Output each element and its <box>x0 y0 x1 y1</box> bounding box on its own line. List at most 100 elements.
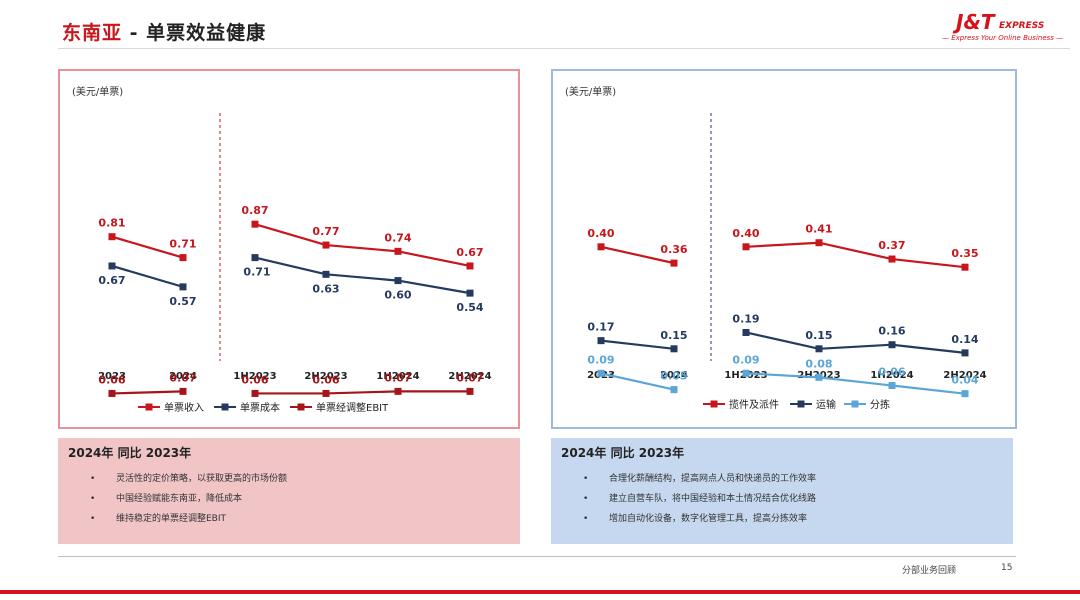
x-tick-label: 2023 <box>98 371 126 382</box>
right-summary-heading: 2024年 同比 2023年 <box>561 446 685 460</box>
data-label: 0.08 <box>805 357 832 370</box>
left-summary-box: 2024年 同比 2023年 灵活性的定价策略，以获取更高的市场份额 中国经验赋… <box>58 438 520 544</box>
legend-label: 运输 <box>816 398 836 411</box>
unit-economics-chart: 2023 2024 1H2023 2H2023 1H2024 2H2024 0.81 0.71… <box>98 113 492 414</box>
list-item: 灵活性的定价策略，以获取更高的市场份额 <box>68 469 510 489</box>
data-label: 0.07 <box>384 371 411 384</box>
chart-unit-label: (美元/单票) <box>565 87 617 98</box>
data-label: 0.07 <box>169 371 196 384</box>
data-label: 0.71 <box>243 266 270 279</box>
data-point <box>179 254 187 262</box>
data-label: 0.71 <box>169 238 196 251</box>
cost-breakdown-chart-panel: (美元/单票) 202320241H20232H20231H20242H2024… <box>551 69 1017 429</box>
data-label: 0.09 <box>732 353 759 366</box>
data-label: 0.63 <box>312 282 339 295</box>
logo-tagline: — Express Your Online Business — <box>942 34 1064 42</box>
legend-label: 揽件及派件 <box>729 398 779 411</box>
data-point <box>597 337 605 345</box>
data-label: 0.57 <box>169 295 196 308</box>
footer-divider <box>58 556 1016 557</box>
data-label: 0.40 <box>732 227 759 240</box>
data-label: 0.87 <box>241 204 268 217</box>
data-point <box>322 241 330 249</box>
data-point <box>961 349 969 357</box>
data-label: 0.06 <box>98 373 125 386</box>
data-point <box>322 270 330 278</box>
series-line <box>255 390 470 395</box>
data-label: 0.54 <box>456 301 483 314</box>
legend-marker <box>145 403 153 411</box>
data-label: 0.04 <box>951 374 978 387</box>
data-point <box>961 390 969 398</box>
jt-express-logo: J&T EXPRESS — Express Your Online Busine… <box>930 10 1064 46</box>
data-label: 0.37 <box>878 239 905 252</box>
data-label: 0.41 <box>805 223 832 236</box>
data-point <box>108 262 116 270</box>
list-item: 合理化薪酬结构，提高网点人员和快递员的工作效率 <box>561 469 1003 489</box>
x-tick-label: 1H2024 <box>870 370 913 381</box>
data-point <box>394 387 402 395</box>
data-point <box>670 386 678 394</box>
chart-unit-label: (美元/单票) <box>72 87 124 98</box>
series-line <box>111 390 184 395</box>
data-label: 0.67 <box>98 274 125 287</box>
left-summary-heading: 2024年 同比 2023年 <box>68 446 192 460</box>
legend-marker <box>851 400 859 408</box>
data-label: 0.05 <box>660 370 687 383</box>
x-tick-label: 2H2024 <box>943 370 986 381</box>
data-point <box>670 345 678 353</box>
data-label: 0.77 <box>312 225 339 238</box>
data-point <box>888 382 896 390</box>
series-line <box>745 241 966 269</box>
data-point <box>251 254 259 262</box>
series-line <box>254 223 471 268</box>
series-line <box>745 372 966 395</box>
series-line <box>111 235 184 259</box>
data-point <box>108 233 116 241</box>
data-label: 0.15 <box>660 329 687 342</box>
data-point <box>815 239 823 247</box>
list-item: 中国经验赋能东南亚，降低成本 <box>68 489 510 509</box>
x-tick-label: 1H2024 <box>376 371 419 382</box>
legend-marker <box>797 400 805 408</box>
x-tick-label: 2024 <box>169 371 197 382</box>
data-point <box>888 341 896 349</box>
data-point <box>742 369 750 377</box>
unit-economics-chart-panel: (美元/单票) 2023 2024 1H2023 2H2023 1H2024 2H2024… <box>58 69 520 429</box>
page-title: 东南亚 - 单票效益健康 <box>62 18 266 45</box>
data-point <box>179 387 187 395</box>
data-label: 0.07 <box>456 371 483 384</box>
series-line <box>111 264 184 288</box>
legend-label: 分拣 <box>870 398 890 411</box>
legend-label: 单票经调整EBIT <box>316 401 389 414</box>
data-point <box>888 255 896 263</box>
footer-section-label: 分部业务回顾 <box>901 566 956 576</box>
data-point <box>670 259 678 267</box>
page-title-region: 东南亚 <box>62 22 123 44</box>
data-label: 0.74 <box>384 231 411 244</box>
data-point <box>742 243 750 251</box>
data-point <box>597 369 605 377</box>
bottom-accent-bar <box>0 590 1080 594</box>
data-point <box>251 220 259 228</box>
data-label: 0.60 <box>384 289 411 302</box>
legend-marker <box>297 403 305 411</box>
x-tick-label: 1H2023 <box>233 371 276 382</box>
right-summary-box: 2024年 同比 2023年 合理化薪酬结构，提高网点人员和快递员的工作效率 建… <box>551 438 1013 544</box>
x-tick-label: 2H2024 <box>448 371 491 382</box>
data-label: 0.06 <box>241 373 268 386</box>
series-line <box>745 331 966 354</box>
logo-mark: J&T <box>956 10 995 34</box>
legend-label: 单票收入 <box>164 401 204 414</box>
data-point <box>961 263 969 271</box>
data-point <box>394 247 402 255</box>
data-label: 0.19 <box>732 312 759 325</box>
left-summary-list: 灵活性的定价策略，以获取更高的市场份额 中国经验赋能东南亚，降低成本 维持稳定的… <box>68 469 510 529</box>
data-label: 0.40 <box>587 227 614 240</box>
data-point <box>815 373 823 381</box>
x-tick-label: 2H2023 <box>304 371 347 382</box>
list-item: 增加自动化设备，数字化管理工具，提高分拣效率 <box>561 509 1003 529</box>
data-label: 0.06 <box>878 366 905 379</box>
data-label: 0.67 <box>456 246 483 259</box>
data-point <box>597 243 605 251</box>
